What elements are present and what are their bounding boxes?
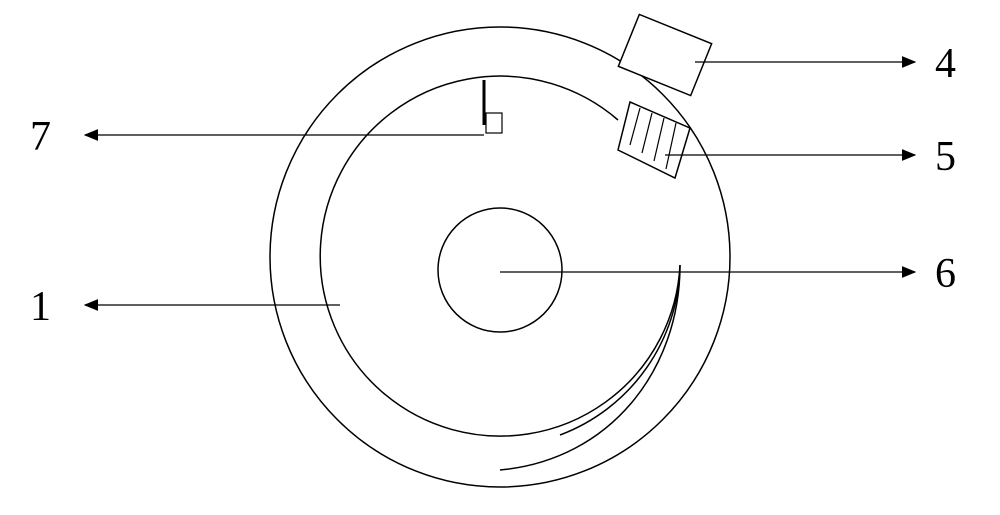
label-4: 4 bbox=[935, 40, 956, 88]
inner-circle-6 bbox=[438, 208, 562, 332]
diagram-svg bbox=[0, 0, 1000, 515]
rectangle-4 bbox=[618, 14, 711, 95]
label-5: 5 bbox=[935, 133, 956, 181]
label-7: 7 bbox=[30, 113, 51, 161]
spiral-inner bbox=[560, 265, 680, 435]
component-7 bbox=[484, 80, 502, 133]
diagram-container: 1 4 5 6 7 bbox=[0, 0, 1000, 515]
outer-circle bbox=[270, 27, 730, 487]
label-6: 6 bbox=[935, 250, 956, 298]
label-1: 1 bbox=[30, 283, 51, 331]
